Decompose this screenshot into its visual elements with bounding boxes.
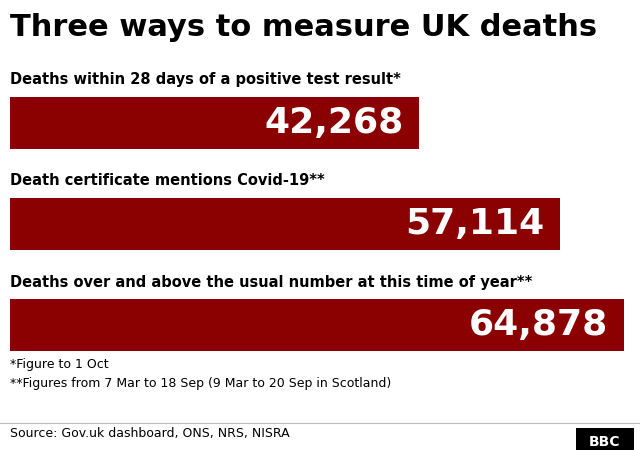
FancyBboxPatch shape (10, 299, 624, 351)
Text: Source: Gov.uk dashboard, ONS, NRS, NISRA: Source: Gov.uk dashboard, ONS, NRS, NISR… (10, 428, 289, 441)
Text: 42,268: 42,268 (264, 106, 403, 140)
Text: Three ways to measure UK deaths: Three ways to measure UK deaths (10, 14, 596, 42)
FancyBboxPatch shape (576, 428, 634, 450)
FancyBboxPatch shape (10, 97, 419, 148)
FancyBboxPatch shape (10, 198, 560, 250)
Text: Deaths over and above the usual number at this time of year**: Deaths over and above the usual number a… (10, 274, 532, 289)
Text: BBC: BBC (589, 435, 621, 449)
Text: 57,114: 57,114 (404, 207, 544, 241)
Text: 64,878: 64,878 (468, 308, 608, 342)
Text: *Figure to 1 Oct
**Figures from 7 Mar to 18 Sep (9 Mar to 20 Sep in Scotland): *Figure to 1 Oct **Figures from 7 Mar to… (10, 358, 391, 390)
Text: Deaths within 28 days of a positive test result*: Deaths within 28 days of a positive test… (10, 72, 401, 87)
Text: Death certificate mentions Covid-19**: Death certificate mentions Covid-19** (10, 173, 324, 188)
